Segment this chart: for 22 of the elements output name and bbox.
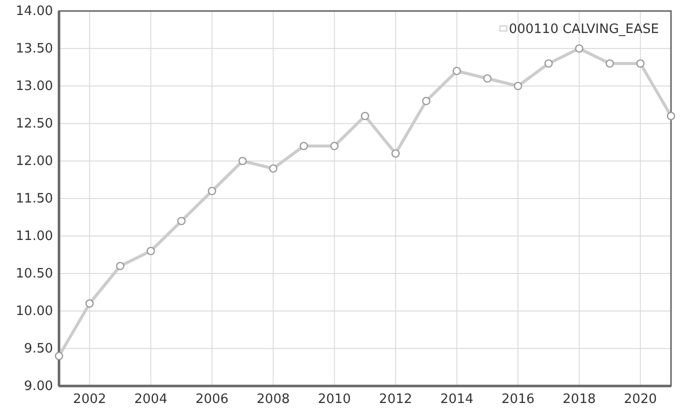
x-tick-label: 2004 (134, 392, 168, 408)
x-tick-label: 2010 (318, 392, 351, 408)
legend-label: 000110 CALVING_EASE (508, 22, 659, 37)
y-tick-label: 14.00 (16, 4, 53, 20)
y-tick-label: 12.50 (16, 116, 53, 132)
x-tick-label: 2008 (256, 392, 290, 408)
x-tick-label: 2020 (624, 392, 657, 408)
y-tick-label: 13.00 (16, 79, 53, 94)
x-tick-label: 2006 (195, 392, 229, 408)
y-tick-label: 9.00 (24, 379, 53, 394)
x-tick-label: 2012 (379, 392, 412, 408)
y-tick-label: 13.50 (16, 42, 53, 57)
y-tick-label: 12.00 (16, 154, 53, 170)
x-tick-label: 2014 (440, 392, 474, 408)
y-tick-label: 10.00 (16, 304, 53, 320)
y-tick-label: 9.50 (24, 342, 53, 357)
x-tick-label: 2002 (73, 392, 106, 408)
x-tick-label: 2016 (501, 392, 535, 408)
x-tick-label: 2018 (562, 392, 596, 408)
y-tick-label: 10.50 (16, 266, 53, 282)
y-tick-label: 11.50 (16, 192, 53, 207)
y-tick-label: 11.00 (16, 229, 53, 244)
